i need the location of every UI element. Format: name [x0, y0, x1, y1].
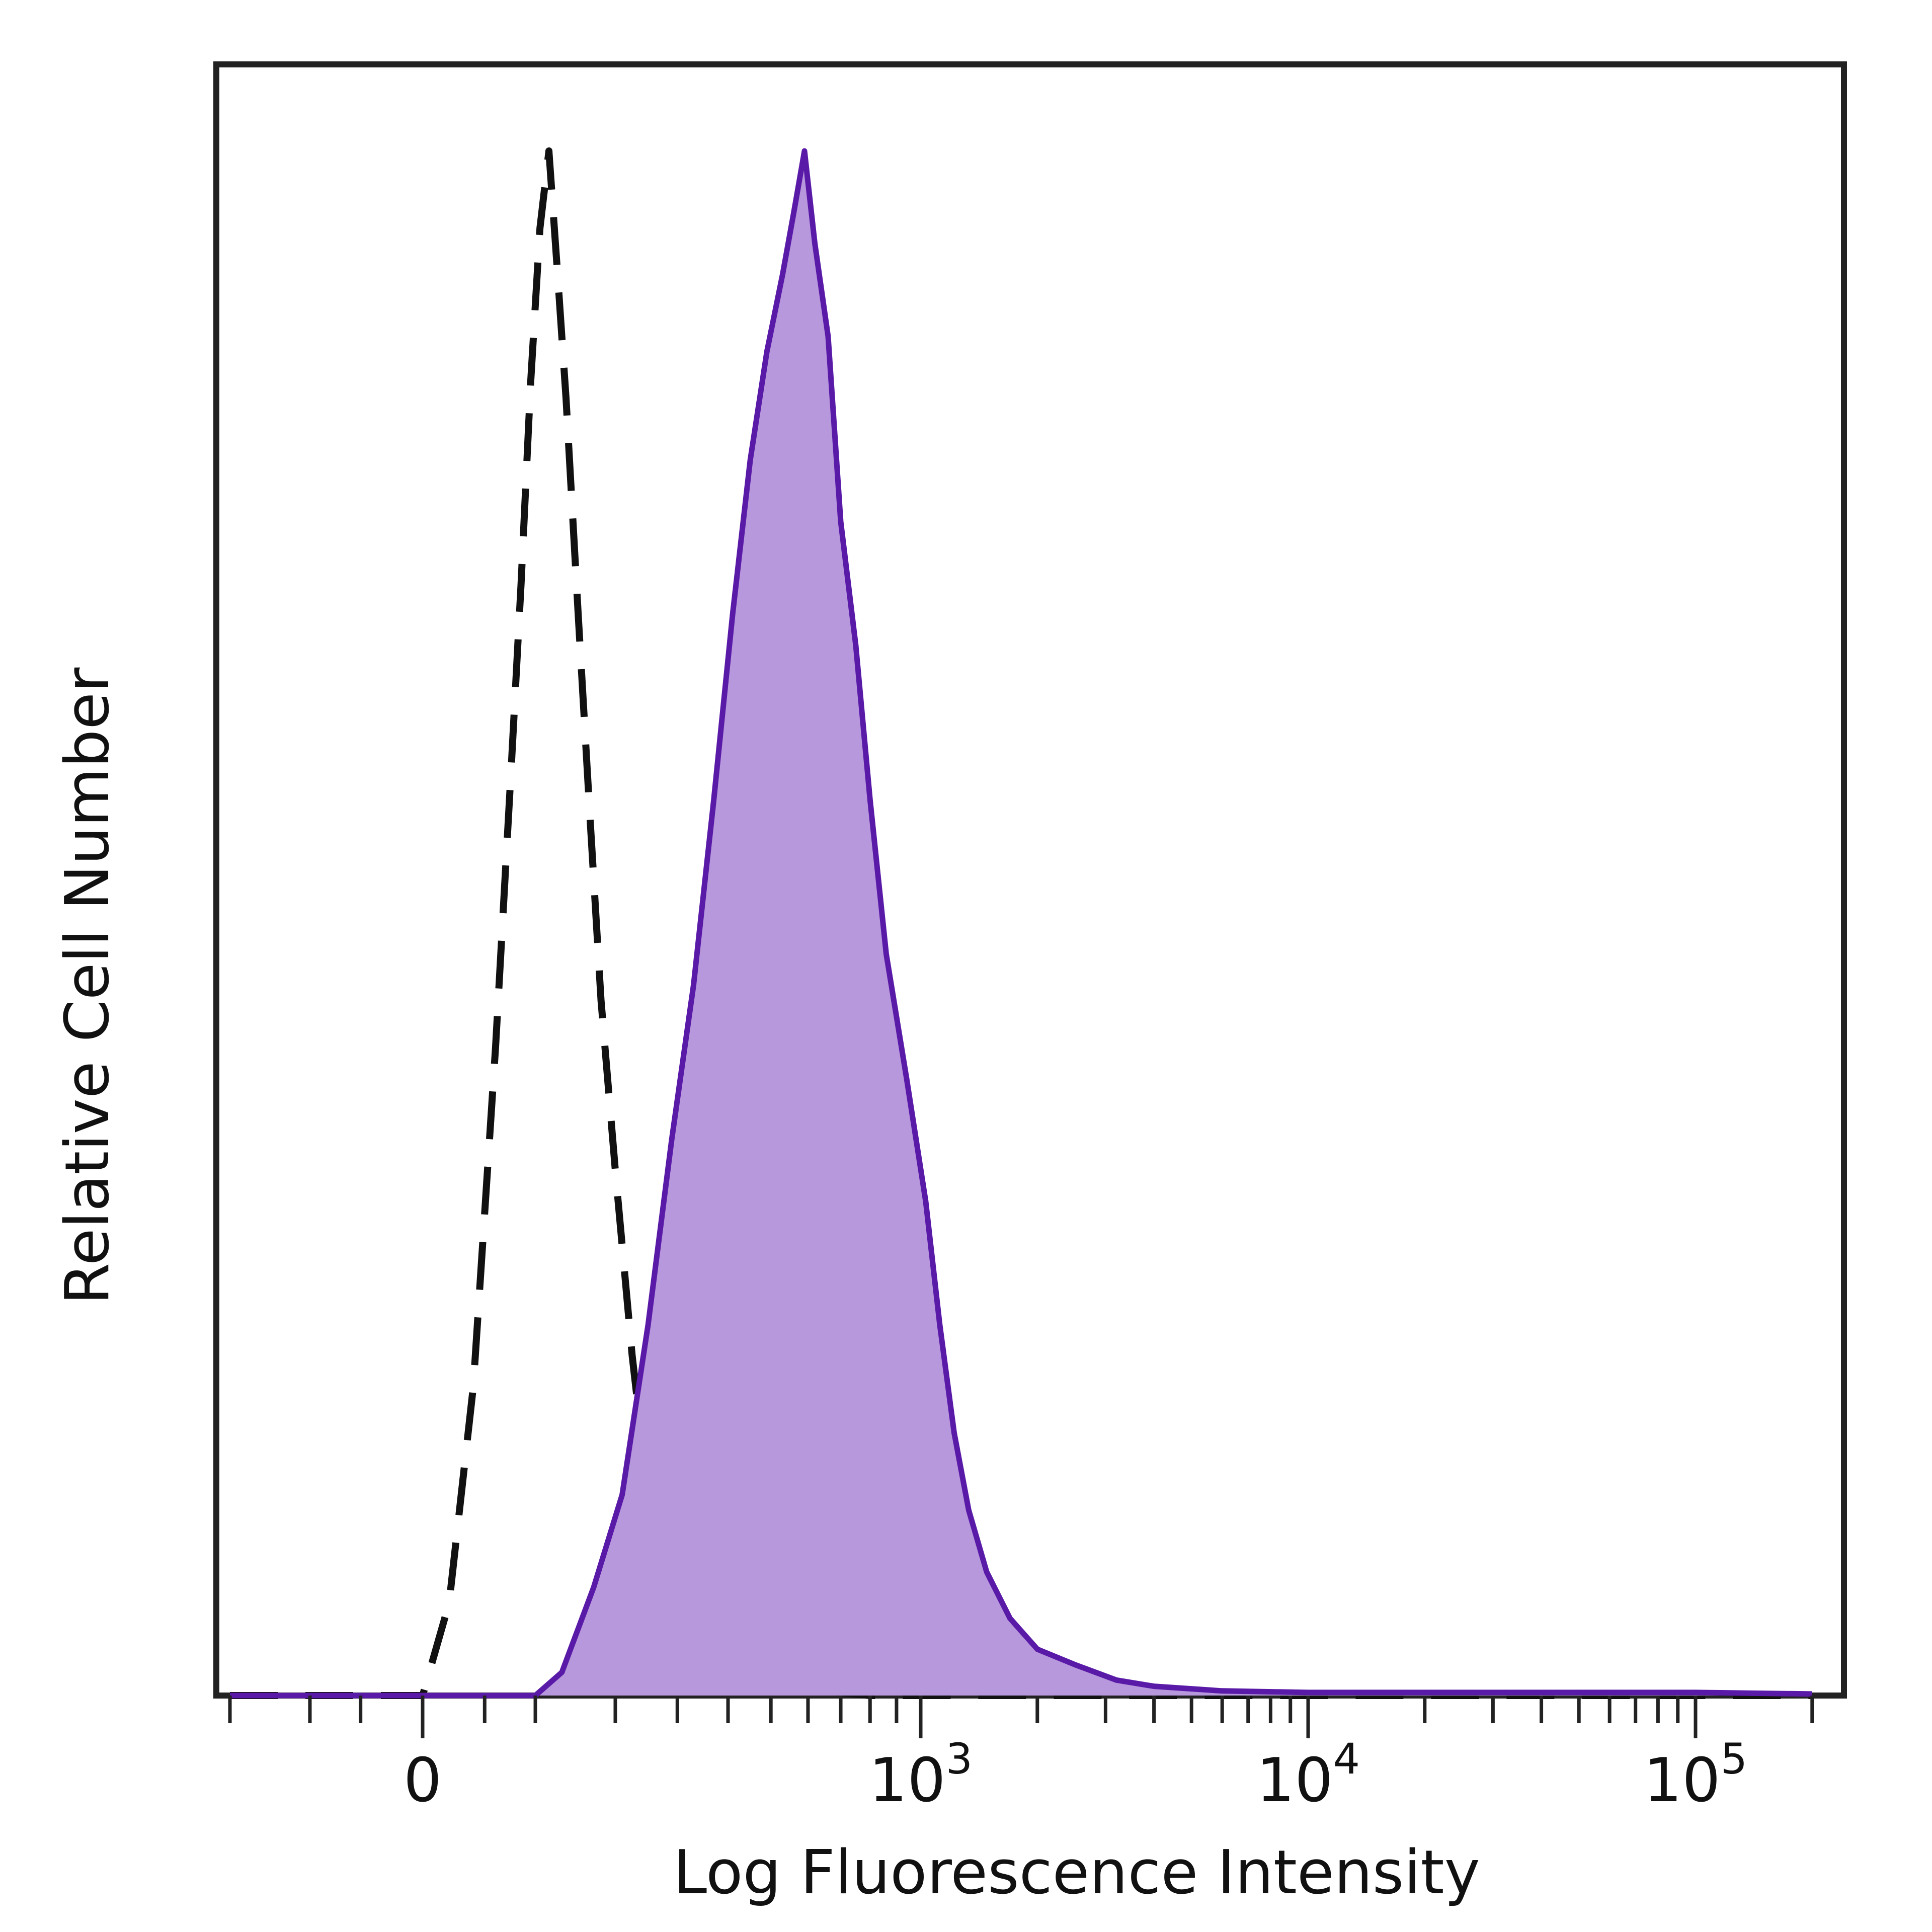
series-fill-1 — [230, 151, 1812, 1696]
x-axis-label: Log Fluorescence Intensity — [673, 1838, 1480, 1908]
x-tick-label: 0 — [404, 1746, 442, 1816]
y-axis-label: Relative Cell Number — [53, 667, 123, 1305]
tick-layer: 0 103 104 105 — [228, 1696, 1814, 1816]
series-dashed-0 — [230, 147, 1812, 1699]
series-layer — [230, 147, 1812, 1699]
x-tick-label: 104 — [1256, 1734, 1360, 1816]
x-tick-label: 103 — [869, 1734, 973, 1816]
series-outline-1 — [230, 148, 1812, 1699]
x-tick-label: 105 — [1644, 1734, 1747, 1816]
plot-frame — [213, 61, 1847, 1699]
